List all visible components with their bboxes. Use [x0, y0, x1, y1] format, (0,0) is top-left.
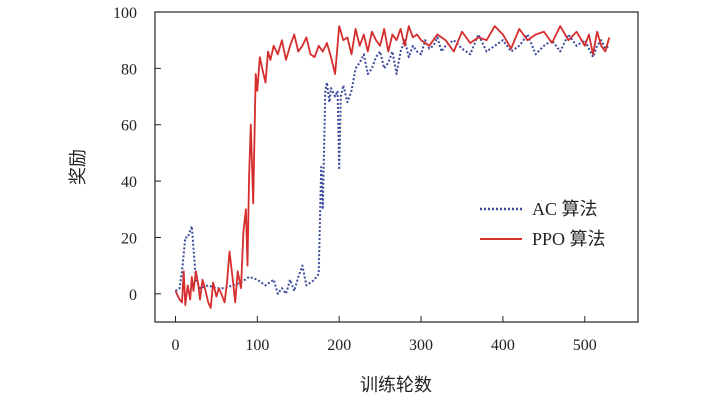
y-tick-label: 40	[121, 174, 137, 191]
x-tick-label: 0	[171, 337, 179, 354]
series-line-ac	[174, 33, 610, 295]
x-axis: 0 100 200 300 400 500	[171, 316, 597, 354]
y-axis-label: 奖励	[68, 149, 89, 185]
y-tick-label: 0	[129, 287, 137, 304]
y-tick-label: 80	[121, 61, 137, 78]
x-tick-label: 400	[491, 337, 515, 354]
series-layer	[174, 25, 611, 309]
plot-area-frame	[154, 11, 639, 323]
y-tick-label: 60	[121, 118, 137, 135]
legend-label-ppo: PPO 算法	[532, 229, 606, 249]
y-tick-label: 20	[121, 230, 137, 247]
y-tick-label: 100	[113, 5, 137, 22]
x-tick-label: 200	[327, 337, 351, 354]
legend: AC 算法 PPO 算法	[480, 199, 606, 249]
x-axis-label: 训练轮数	[360, 375, 432, 396]
x-tick-label: 300	[409, 337, 433, 354]
x-tick-label: 500	[573, 337, 597, 354]
series-line-ppo	[174, 25, 611, 309]
y-axis: 0 20 40 60 80 100	[113, 5, 161, 304]
legend-label-ac: AC 算法	[532, 199, 598, 219]
x-tick-label: 100	[245, 337, 269, 354]
